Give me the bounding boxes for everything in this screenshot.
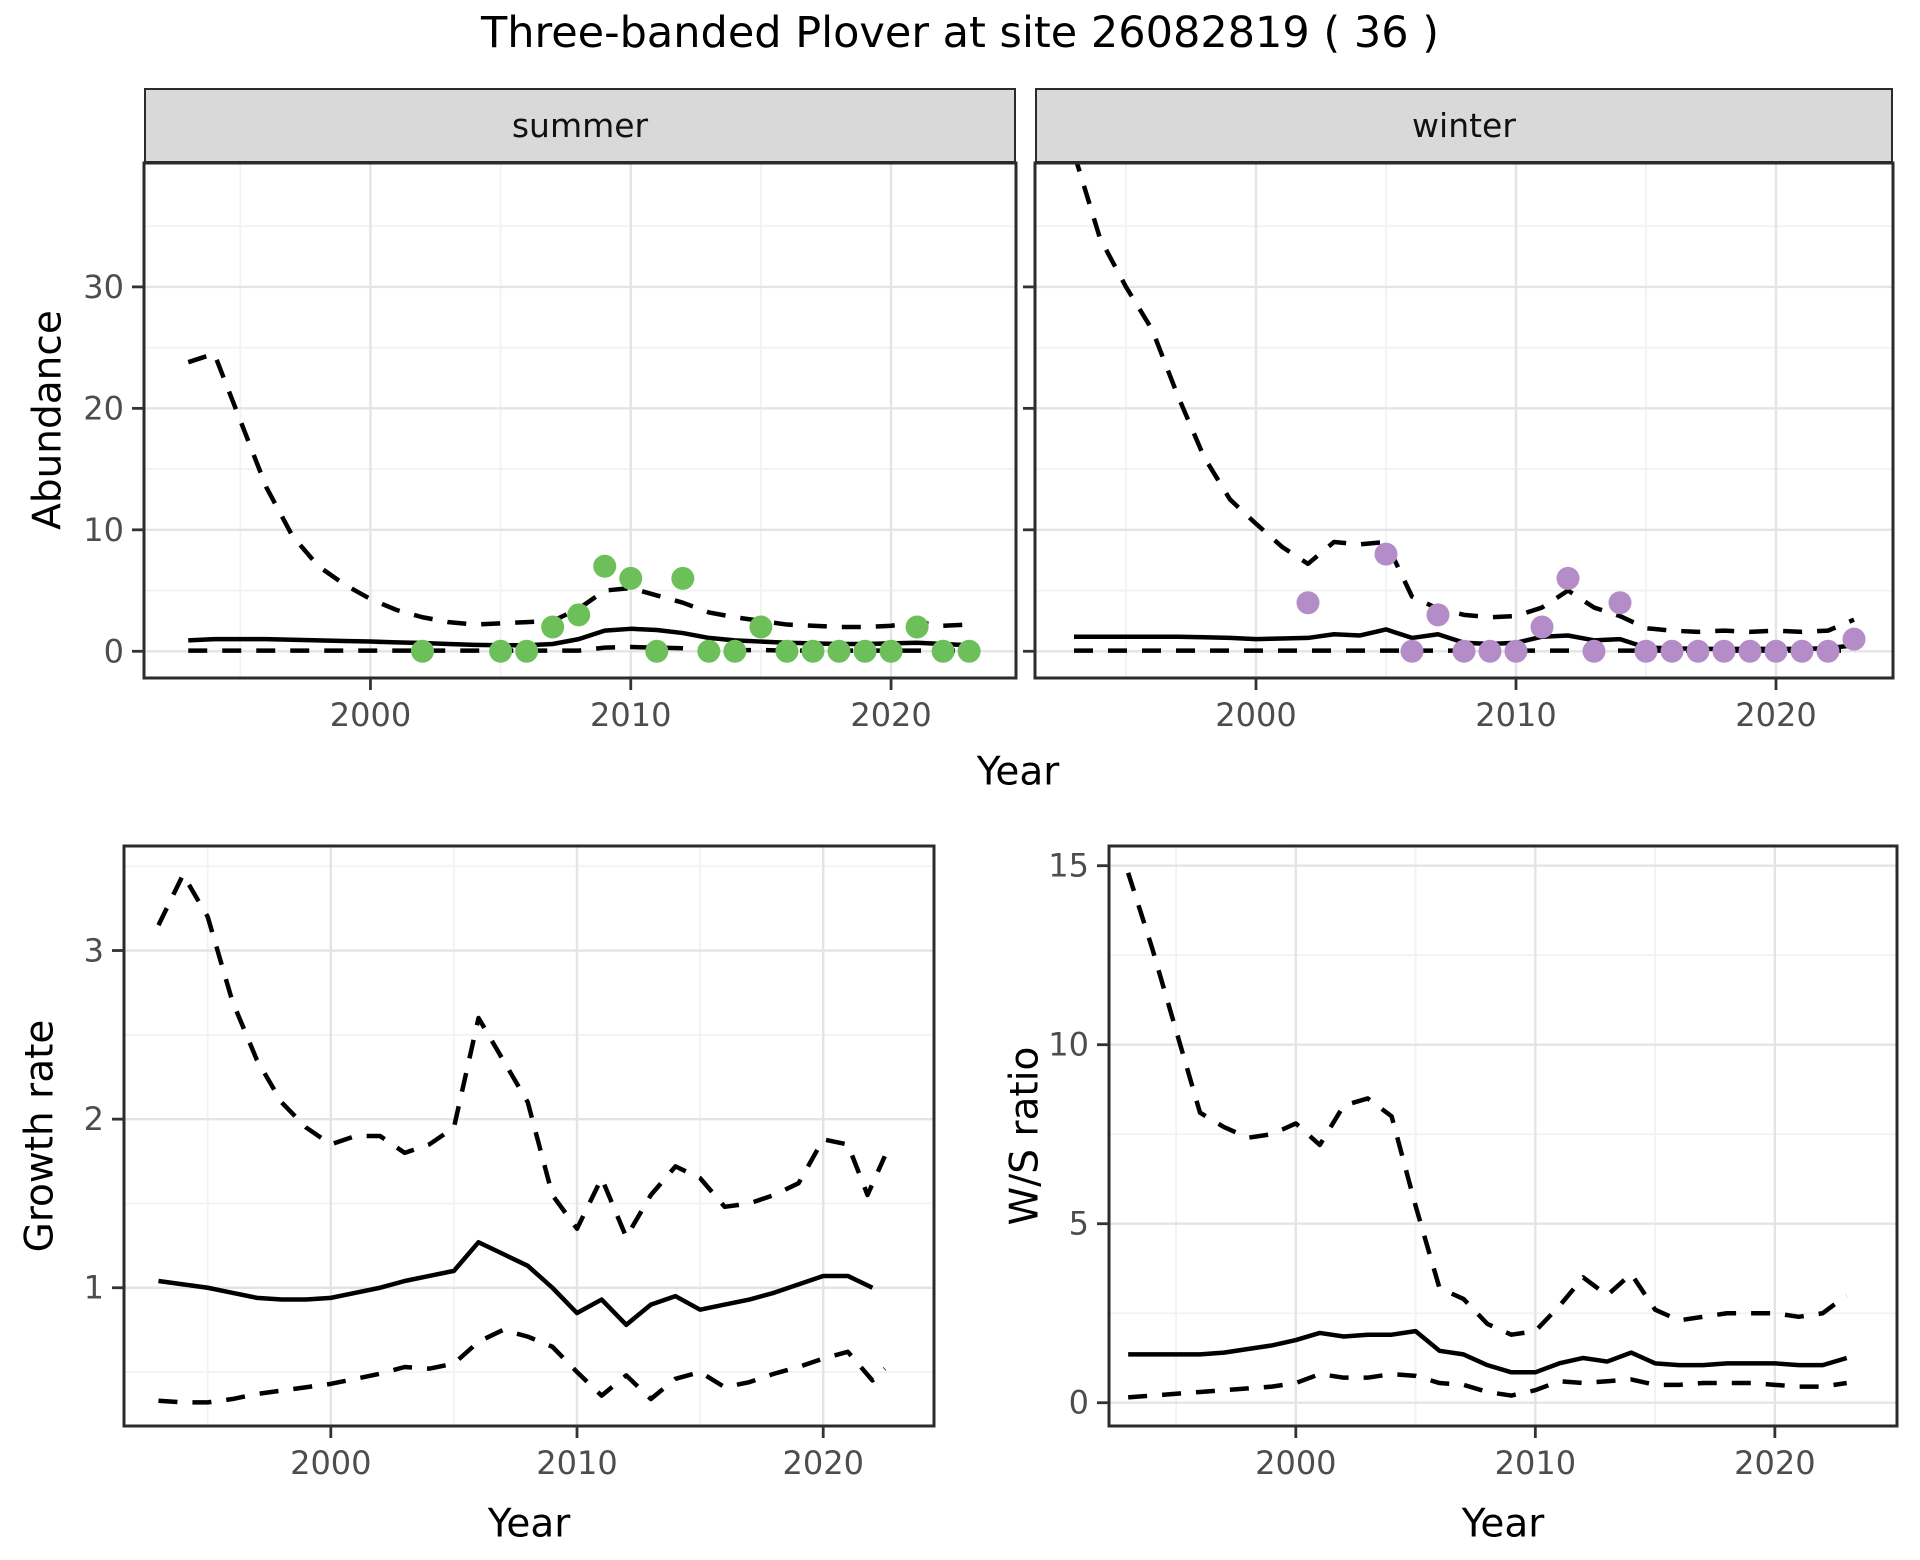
winter-upper_ci-line <box>1074 163 1855 635</box>
summer-data-point <box>645 639 669 663</box>
panel-background <box>1109 846 1897 1426</box>
winter-data-point <box>1660 639 1684 663</box>
panel-border <box>142 161 1018 680</box>
winter-data-point <box>1634 639 1658 663</box>
summer-data-point <box>957 639 981 663</box>
y-tick-label: 15 <box>1048 847 1089 885</box>
winter-data-point <box>1764 639 1788 663</box>
summer-data-point <box>853 639 877 663</box>
y-axis-title-abundance: Abundance <box>25 310 71 530</box>
summer-data-point <box>671 566 695 590</box>
summer-data-point <box>697 639 721 663</box>
panel-background <box>144 163 1016 678</box>
x-tick-label: 2010 <box>1495 1444 1576 1482</box>
y-axis-title-ws-ratio: W/S ratio <box>1002 1046 1048 1226</box>
y-tick-label: 2 <box>84 1100 104 1138</box>
x-tick-label: 2010 <box>536 1444 617 1482</box>
x-tick-label: 2020 <box>1735 696 1816 734</box>
summer-data-point <box>827 639 851 663</box>
summer-data-point <box>567 603 591 627</box>
x-tick-label: 2010 <box>1475 696 1556 734</box>
panel-border <box>122 844 936 1428</box>
growth-mean-line <box>158 1239 874 1328</box>
facet-strip-summer-label: summer <box>511 106 649 145</box>
figure-title: Three-banded Plover at site 26082819 ( 3… <box>480 8 1440 58</box>
panel-border <box>1107 844 1899 1428</box>
summer-data-point <box>541 615 565 639</box>
winter-data-point <box>1400 639 1424 663</box>
winter-data-point <box>1842 627 1866 651</box>
winter-data-point <box>1452 639 1476 663</box>
winter-data-point <box>1556 566 1580 590</box>
x-tick-label: 2020 <box>1734 1444 1815 1482</box>
winter-data-point <box>1478 639 1502 663</box>
ws-lower_ci-line <box>1127 1371 1848 1400</box>
growth-upper_ci-line <box>156 872 887 1240</box>
summer-data-point <box>619 566 643 590</box>
y-tick-label: 0 <box>1069 1384 1089 1422</box>
winter-data-point <box>1530 615 1554 639</box>
ws-upper_ci-line <box>1126 872 1849 1337</box>
panel-background <box>124 846 934 1426</box>
winter-data-point <box>1374 542 1398 566</box>
panel-background <box>1035 163 1893 678</box>
winter-data-point <box>1738 639 1762 663</box>
winter-data-point <box>1712 639 1736 663</box>
summer-data-point <box>775 639 799 663</box>
y-tick-label: 30 <box>83 268 124 306</box>
winter-data-point <box>1426 603 1450 627</box>
growth-lower_ci-line <box>158 1327 887 1405</box>
summer-data-point <box>411 639 435 663</box>
y-tick-label: 10 <box>1048 1026 1089 1064</box>
summer-data-point <box>905 615 929 639</box>
x-tick-label: 2000 <box>290 1444 371 1482</box>
x-tick-label: 2000 <box>330 696 411 734</box>
summer-data-point <box>879 639 903 663</box>
x-axis-title-year-ws: Year <box>1461 1501 1545 1547</box>
facet-strip-winter-label: winter <box>1412 106 1516 145</box>
x-axis-title-year-top: Year <box>976 749 1060 795</box>
summer-data-point <box>515 639 539 663</box>
x-tick-label: 2020 <box>782 1444 863 1482</box>
winter-data-point <box>1296 591 1320 615</box>
y-tick-label: 0 <box>104 632 124 670</box>
winter-data-point <box>1790 639 1814 663</box>
winter-data-point <box>1504 639 1528 663</box>
winter-data-point <box>1608 591 1632 615</box>
summer-data-point <box>931 639 955 663</box>
x-tick-label: 2000 <box>1215 696 1296 734</box>
x-axis-title-year-growth: Year <box>487 1501 571 1547</box>
x-tick-label: 2010 <box>590 696 671 734</box>
x-tick-label: 2020 <box>850 696 931 734</box>
summer-data-point <box>489 639 513 663</box>
summer-data-point <box>749 615 773 639</box>
y-tick-label: 10 <box>83 511 124 549</box>
y-tick-label: 3 <box>84 932 104 970</box>
winter-data-point <box>1582 639 1606 663</box>
ws-mean-line <box>1128 1328 1848 1375</box>
facet-strip-summer: summer <box>144 88 1016 163</box>
summer-data-point <box>801 639 825 663</box>
summer-data-point <box>593 554 617 578</box>
winter-data-point <box>1816 639 1840 663</box>
facet-strip-winter: winter <box>1035 88 1893 163</box>
y-tick-label: 20 <box>83 389 124 427</box>
x-tick-label: 2000 <box>1255 1444 1336 1482</box>
panel-border <box>1033 161 1895 680</box>
winter-data-point <box>1686 639 1710 663</box>
y-tick-label: 5 <box>1069 1205 1089 1243</box>
summer-data-point <box>723 639 747 663</box>
y-tick-label: 1 <box>84 1269 104 1307</box>
y-axis-title-growth-rate: Growth rate <box>17 1019 63 1253</box>
